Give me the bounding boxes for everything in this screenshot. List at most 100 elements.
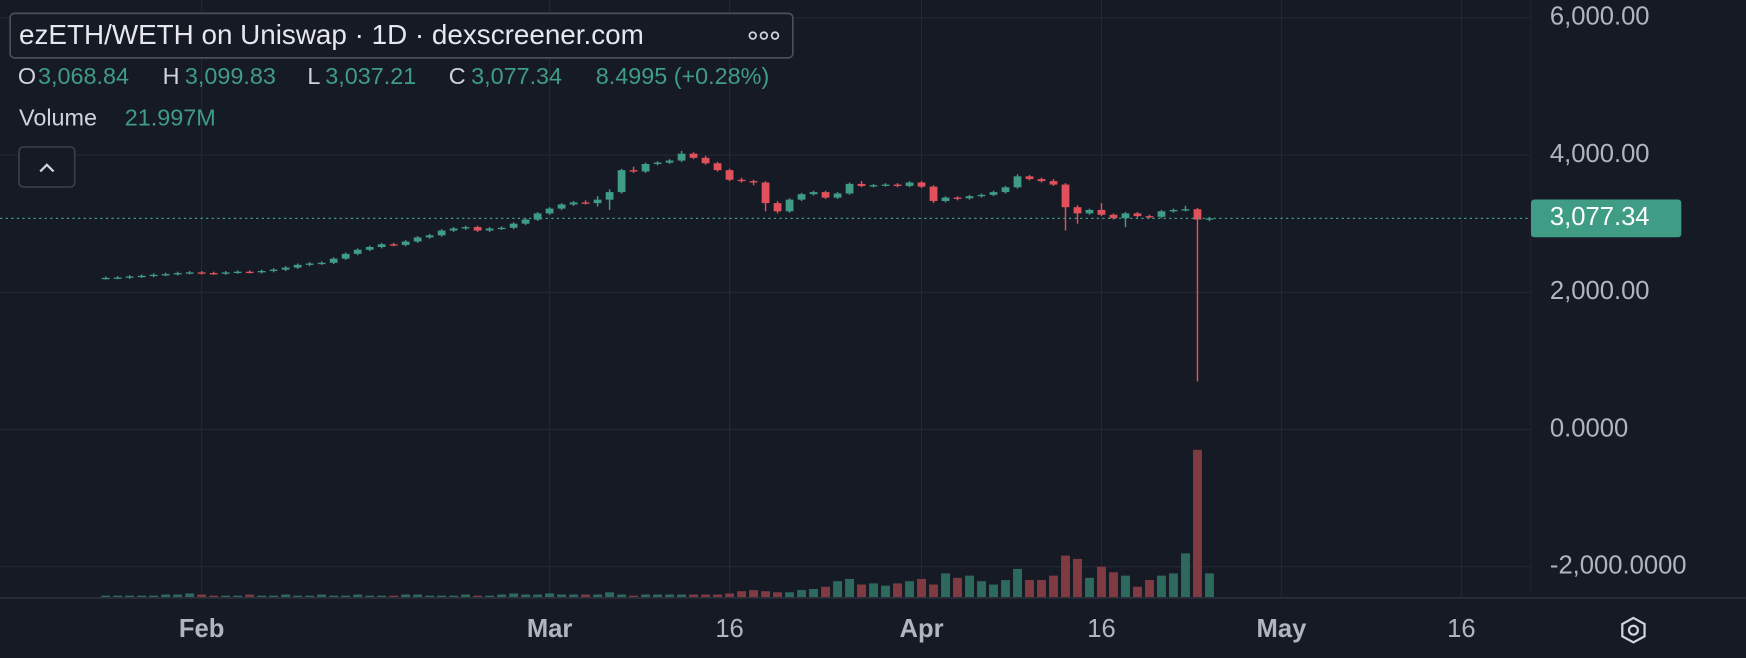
volume-bar [1061,555,1070,598]
high-value: 3,099.83 [185,63,276,89]
volume-bar [689,594,699,598]
candle-body [761,182,770,204]
collapse-button[interactable] [18,146,76,188]
grid [0,0,1532,598]
high-label: H [163,63,180,89]
close-value: 3,077.34 [471,63,562,89]
x-tick-label: Mar [527,615,573,643]
open-value: 3,068.84 [38,63,129,89]
candle-body [713,163,722,171]
candle-body [425,235,434,238]
candle-body [689,153,698,158]
candle-body [557,204,566,209]
volume-bar [569,594,579,598]
volume-bar [257,595,267,598]
y-tick-label: 4,000.00 [1550,140,1650,168]
volume-bar [485,595,495,598]
candle-body [737,179,746,182]
last-price-badge [1531,199,1682,238]
candle-body [533,213,542,220]
candle-body [1181,209,1190,211]
volume-bar [713,594,723,598]
volume-bar [413,594,423,598]
settings-icon[interactable] [1621,616,1646,644]
volume-bar [1109,572,1118,598]
volume-bar [605,592,615,598]
volume-bar [449,595,459,598]
candle-body [485,228,494,231]
volume-bar [1193,449,1202,598]
candle-layer [101,150,1214,382]
candle-body [293,264,302,268]
candle-body [677,153,686,161]
volume-bar [905,581,914,598]
y-tick-label: 2,000.00 [1550,277,1650,305]
candle-body [281,267,290,270]
volume-bar [473,595,483,598]
candle-body [1133,213,1142,217]
candle-body [101,277,110,280]
volume-bar [533,594,543,598]
title-box [9,12,794,59]
volume-bar [989,584,998,598]
candle-body [197,272,206,274]
candle-body [725,170,734,180]
candle-body [581,202,590,204]
volume-bar [1145,580,1154,598]
volume-bar [1037,580,1046,598]
candle-body [809,192,818,195]
axes: 6,000.00 4,000.00 2,000.00 0.0000 -2,000.000… [179,3,1687,643]
volume-bar [881,585,890,598]
volume-bar [197,594,207,598]
volume-bar [821,586,831,598]
volume-bar [1049,575,1058,598]
volume-bar [1121,575,1130,598]
candle-body [869,185,878,187]
volume-bar [353,594,363,598]
volume-bar [185,593,195,598]
volume-bar [125,595,135,598]
candle-body [905,182,914,186]
open-label: O [18,63,36,89]
volume-layer [101,449,1214,598]
candle-body [665,160,674,163]
candle-body [509,223,518,228]
candle-body [593,199,602,204]
volume-bar [641,594,651,598]
more-icon[interactable] [748,31,780,40]
volume-bar [965,575,974,598]
candle-body [989,192,998,195]
volume-bar [761,591,771,598]
volume-bar [317,594,327,598]
volume-bar [365,595,375,598]
candle-body [341,253,350,259]
volume-bar [809,588,819,598]
volume-bar [401,594,411,598]
volume-bar [1181,553,1190,598]
volume-bar [785,592,795,598]
volume-bar [869,583,878,598]
candle-body [1037,179,1046,182]
volume-bar [1133,586,1142,598]
y-tick-label: -2,000.0000 [1550,551,1687,579]
candle-body [413,237,422,242]
volume-bar [845,578,854,598]
candle-body [641,163,650,172]
candle-body [209,273,218,275]
candle-body [245,271,254,274]
candle-body [773,203,782,212]
volume-bar [509,593,519,598]
candle-body [953,197,962,199]
candle-body [1061,184,1070,208]
volume-bar [377,595,387,598]
candle-body [221,272,230,274]
volume-bar [305,595,315,598]
candle-body [233,271,242,274]
candle-body [881,184,890,186]
candle-body [389,244,398,246]
volume-bar [233,595,243,598]
volume-bar [1169,573,1178,598]
candle-body [1157,211,1166,217]
candle-body [569,202,578,205]
candle-body [113,277,122,279]
